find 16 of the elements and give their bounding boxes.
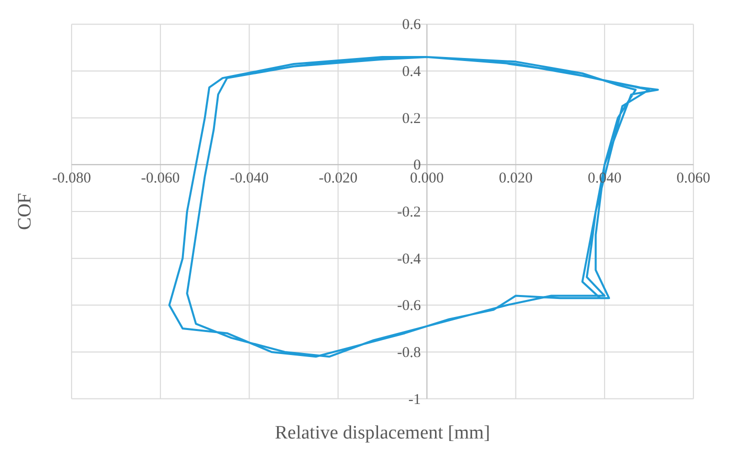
y-tick-label: -0.4: [397, 251, 422, 268]
x-tick-label: -0.040: [230, 170, 269, 187]
x-tick-label: 0.060: [676, 170, 710, 187]
y-tick-label: 0.4: [402, 64, 422, 80]
y-axis-title: COF: [14, 193, 36, 230]
y-tick-label: -0.2: [397, 204, 421, 220]
x-tick-label: 0.020: [498, 170, 533, 187]
x-tick-label: -0.060: [141, 170, 180, 187]
x-tick-label: -0.020: [318, 170, 358, 187]
y-tick-label: -1: [408, 392, 421, 408]
x-axis-title: Relative displacement [mm]: [274, 422, 490, 444]
y-tick-label: 0.2: [402, 110, 421, 127]
y-tick-label: 0.6: [402, 17, 422, 34]
x-tick-label: -0.080: [52, 170, 91, 187]
y-tick-label: -0.8: [397, 344, 421, 361]
y-tick-label: -0.6: [397, 298, 422, 314]
